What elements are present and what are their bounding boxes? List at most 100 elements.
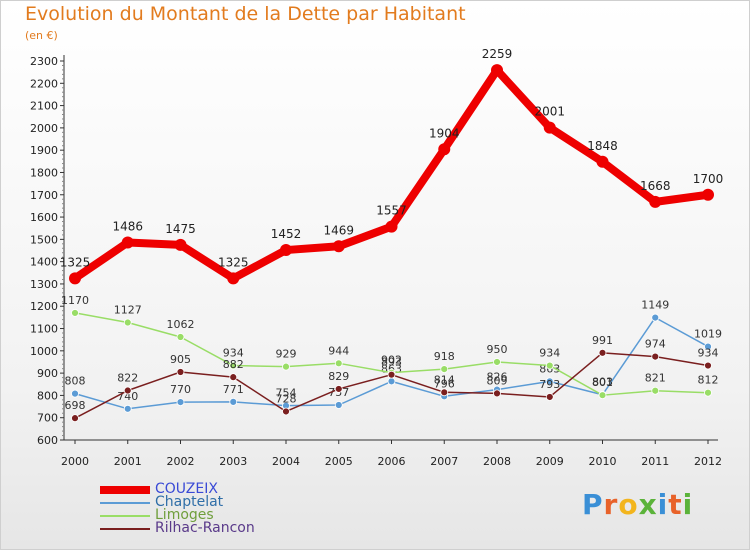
data-point xyxy=(123,386,132,395)
data-label: 829 xyxy=(328,370,349,383)
data-label: 770 xyxy=(170,383,191,396)
data-label: 1170 xyxy=(61,294,89,307)
data-label: 2001 xyxy=(534,105,565,119)
x-tick-label: 2008 xyxy=(483,455,511,468)
data-label: 918 xyxy=(434,350,455,363)
data-point xyxy=(280,244,292,257)
data-point xyxy=(229,373,238,382)
data-label: 814 xyxy=(434,373,455,386)
chart-unit: (en €) xyxy=(25,29,58,42)
y-tick-label: 1300 xyxy=(30,278,58,291)
y-tick-label: 600 xyxy=(37,434,58,447)
data-label: 934 xyxy=(223,347,244,360)
data-point xyxy=(121,236,134,249)
logo-letter: i xyxy=(657,488,669,521)
y-tick-label: 1600 xyxy=(30,211,58,224)
legend-label: Chaptelat xyxy=(155,494,224,510)
data-point xyxy=(651,352,660,361)
y-tick-label: 800 xyxy=(37,389,58,402)
data-point xyxy=(438,143,451,156)
data-point xyxy=(596,155,609,168)
data-point xyxy=(440,388,449,397)
data-point xyxy=(71,389,79,398)
data-label: 1452 xyxy=(271,227,302,241)
data-point xyxy=(69,272,81,285)
data-label: 974 xyxy=(645,338,666,351)
x-tick-label: 2010 xyxy=(589,455,617,468)
data-point xyxy=(493,389,501,398)
x-tick-label: 2001 xyxy=(114,455,142,468)
data-point xyxy=(282,362,290,371)
data-label: 905 xyxy=(170,353,191,366)
data-label: 1062 xyxy=(167,318,195,331)
data-point xyxy=(545,361,554,370)
y-tick-label: 1100 xyxy=(30,323,58,336)
data-label: 821 xyxy=(645,372,666,385)
data-point xyxy=(123,318,132,327)
data-point xyxy=(334,401,343,409)
data-point xyxy=(123,404,132,413)
data-label: 1904 xyxy=(429,126,460,140)
x-tick-label: 2003 xyxy=(219,455,247,468)
logo-letter: x xyxy=(638,488,658,521)
x-tick-label: 2012 xyxy=(694,455,722,468)
data-point xyxy=(71,309,79,317)
data-label: 1325 xyxy=(218,255,249,269)
data-point xyxy=(598,391,607,400)
legend-swatch xyxy=(100,528,150,530)
data-point xyxy=(545,377,554,386)
data-label: 771 xyxy=(223,383,244,396)
data-label: 944 xyxy=(328,344,349,357)
data-label: 1019 xyxy=(694,328,722,341)
data-point xyxy=(71,414,79,423)
data-label: 1475 xyxy=(165,222,196,236)
legend-label: COUZEIX xyxy=(155,481,218,497)
data-point xyxy=(649,195,662,208)
y-tick-label: 900 xyxy=(37,367,58,380)
data-point xyxy=(704,342,712,351)
data-point xyxy=(440,365,449,374)
data-point xyxy=(332,240,345,253)
data-point xyxy=(543,121,556,134)
series-line-couzeix xyxy=(71,66,712,283)
data-point xyxy=(176,333,185,341)
y-tick-label: 2000 xyxy=(30,122,58,135)
x-tick-label: 2006 xyxy=(378,455,406,468)
data-label: 1668 xyxy=(640,179,671,193)
data-label: 991 xyxy=(592,334,613,347)
logo-letter: P xyxy=(582,488,604,521)
data-point xyxy=(334,359,343,368)
data-point xyxy=(174,238,187,251)
y-tick-label: 1000 xyxy=(30,345,58,358)
data-label: 822 xyxy=(117,372,138,385)
y-tick-label: 700 xyxy=(37,412,58,425)
x-tick-label: 2004 xyxy=(272,455,300,468)
data-point xyxy=(176,368,185,376)
data-point xyxy=(387,377,396,386)
y-tick-label: 1200 xyxy=(30,300,58,313)
data-label: 2259 xyxy=(482,47,513,61)
data-label: 803 xyxy=(592,376,613,389)
legend-swatch xyxy=(100,486,150,494)
data-label: 902 xyxy=(381,354,402,367)
data-label: 812 xyxy=(698,374,719,387)
y-tick-label: 1500 xyxy=(30,233,58,246)
data-label: 929 xyxy=(276,348,297,361)
logo-letter: t xyxy=(668,488,683,521)
x-tick-label: 2005 xyxy=(325,455,353,468)
data-point xyxy=(334,385,343,393)
data-label: 882 xyxy=(223,358,244,371)
data-label: 796 xyxy=(434,377,455,390)
x-tick-label: 2009 xyxy=(536,455,564,468)
data-point xyxy=(704,388,712,397)
data-label: 950 xyxy=(487,343,508,356)
data-label: 1127 xyxy=(114,304,142,317)
data-point xyxy=(651,313,660,322)
data-label: 698 xyxy=(65,399,86,412)
legend-label: Limoges xyxy=(155,507,214,523)
legend-label: Rilhac-Rancon xyxy=(155,520,255,536)
data-label: 754 xyxy=(276,387,297,400)
data-point xyxy=(491,64,503,77)
